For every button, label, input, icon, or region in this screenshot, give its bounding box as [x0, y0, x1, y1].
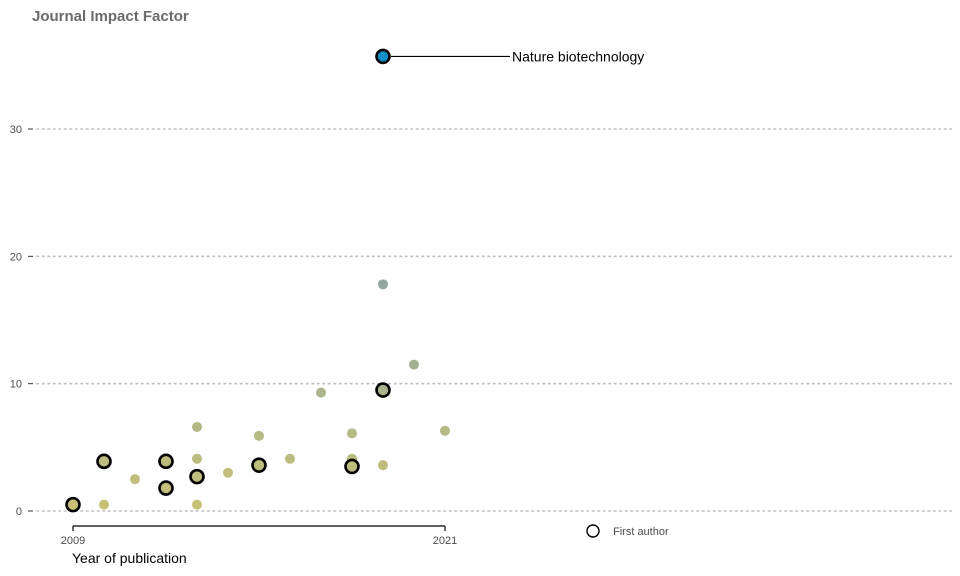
x-tick-label: 2009	[61, 535, 85, 547]
data-point-first-author	[375, 382, 391, 398]
y-tick-label: 0	[16, 506, 22, 518]
y-tick-label: 10	[10, 379, 22, 391]
data-point	[409, 359, 419, 370]
data-point	[285, 453, 295, 464]
data-point	[254, 430, 264, 441]
data-point-first-author	[65, 496, 81, 513]
y-tick-label: 30	[10, 124, 22, 136]
grid-lines	[36, 128, 956, 512]
legend-first-author-marker	[586, 524, 600, 538]
data-point-first-author	[158, 453, 174, 470]
data-point-first-author	[158, 480, 174, 496]
data-point	[223, 467, 233, 478]
data-point-first-author	[344, 458, 360, 475]
data-point	[192, 499, 202, 510]
data-point	[192, 453, 202, 464]
data-point-first-author	[251, 457, 267, 473]
data-point	[130, 474, 140, 485]
y-tick-label: 20	[10, 251, 22, 263]
x-axis-label: Year of publication	[72, 550, 187, 566]
data-point	[347, 428, 357, 439]
data-point	[378, 460, 388, 471]
axes: 0 10 20 30 2009 2021	[10, 124, 457, 547]
data-point	[440, 425, 450, 436]
data-point	[192, 421, 202, 432]
data-point	[316, 387, 326, 398]
chart-title: Journal Impact Factor	[32, 8, 189, 25]
x-tick-label: 2021	[433, 535, 457, 547]
legend: First author	[586, 524, 669, 538]
data-points	[65, 48, 450, 513]
data-point-first-author	[189, 468, 205, 485]
data-point	[378, 279, 388, 290]
annotations: Nature biotechnology	[391, 48, 644, 64]
data-point	[99, 499, 109, 510]
annotation-label: Nature biotechnology	[512, 48, 644, 64]
data-point-first-author	[375, 48, 391, 65]
legend-first-author-label: First author	[613, 526, 669, 538]
data-point-first-author	[96, 453, 112, 470]
